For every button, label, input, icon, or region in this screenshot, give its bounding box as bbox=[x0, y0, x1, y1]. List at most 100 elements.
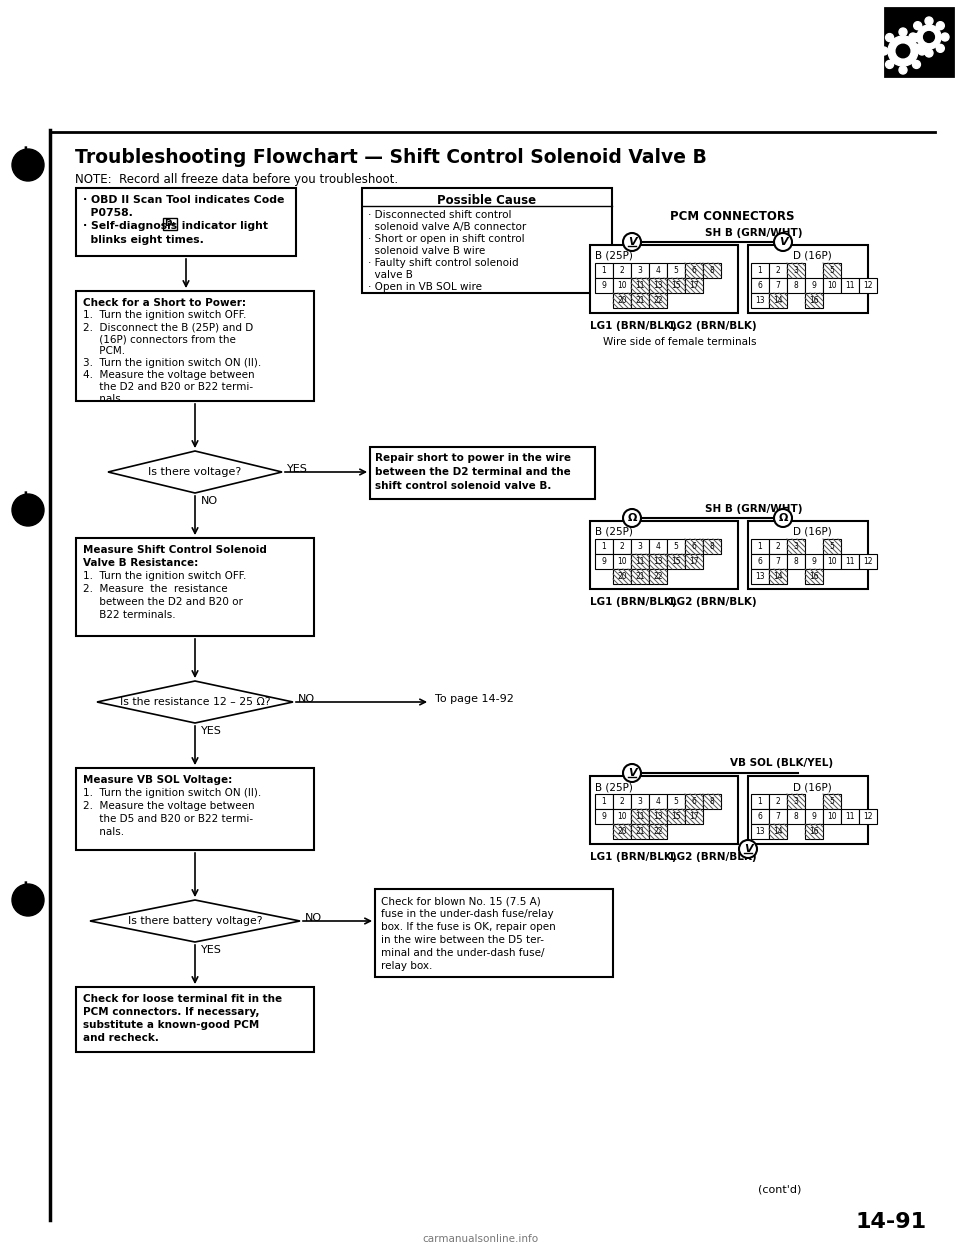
Text: NOTE:  Record all freeze data before you troubleshoot.: NOTE: Record all freeze data before you … bbox=[75, 173, 398, 186]
Bar bbox=[751, 794, 769, 809]
Text: 7: 7 bbox=[776, 281, 780, 289]
Bar bbox=[613, 539, 631, 554]
Bar bbox=[685, 539, 703, 554]
Text: Troubleshooting Flowchart — Shift Control Solenoid Valve B: Troubleshooting Flowchart — Shift Contro… bbox=[75, 148, 707, 166]
Bar bbox=[631, 809, 649, 823]
Text: 21: 21 bbox=[636, 827, 645, 836]
Circle shape bbox=[917, 25, 941, 48]
Circle shape bbox=[774, 509, 792, 527]
Bar bbox=[649, 293, 667, 308]
Circle shape bbox=[623, 509, 641, 527]
Text: 9: 9 bbox=[602, 812, 607, 821]
Text: and recheck.: and recheck. bbox=[83, 1033, 158, 1043]
Text: 1: 1 bbox=[757, 797, 762, 806]
Text: 2: 2 bbox=[776, 266, 780, 274]
Bar bbox=[787, 263, 805, 278]
Circle shape bbox=[941, 34, 949, 41]
Bar bbox=[769, 569, 787, 584]
Text: YES: YES bbox=[201, 727, 222, 737]
Text: NO: NO bbox=[201, 496, 218, 505]
Bar bbox=[703, 263, 721, 278]
Text: 10: 10 bbox=[617, 281, 627, 289]
Text: 9: 9 bbox=[811, 281, 816, 289]
Bar bbox=[76, 538, 314, 636]
Bar bbox=[649, 823, 667, 840]
Text: 9: 9 bbox=[602, 556, 607, 566]
Text: 2: 2 bbox=[619, 797, 624, 806]
Circle shape bbox=[899, 29, 907, 36]
Text: 9: 9 bbox=[811, 812, 816, 821]
Bar bbox=[841, 278, 859, 293]
Bar bbox=[362, 188, 612, 293]
Bar bbox=[595, 263, 613, 278]
Text: 11: 11 bbox=[845, 556, 854, 566]
Bar bbox=[631, 569, 649, 584]
Bar bbox=[613, 823, 631, 840]
Text: 9: 9 bbox=[602, 281, 607, 289]
Text: 10: 10 bbox=[828, 812, 837, 821]
Text: (16P) connectors from the: (16P) connectors from the bbox=[83, 334, 236, 344]
Text: V: V bbox=[628, 768, 636, 777]
Text: 11: 11 bbox=[845, 281, 854, 289]
Text: 14: 14 bbox=[773, 296, 782, 306]
Bar bbox=[769, 263, 787, 278]
Text: 16: 16 bbox=[809, 296, 819, 306]
Bar bbox=[751, 823, 769, 840]
Text: 2.  Measure  the  resistance: 2. Measure the resistance bbox=[83, 584, 228, 594]
Bar bbox=[748, 245, 868, 313]
Text: 22: 22 bbox=[653, 573, 662, 581]
Text: fuse in the under-dash fuse/relay: fuse in the under-dash fuse/relay bbox=[381, 909, 554, 919]
Text: 10: 10 bbox=[617, 556, 627, 566]
Bar bbox=[885, 7, 953, 76]
Text: 11: 11 bbox=[845, 812, 854, 821]
Circle shape bbox=[899, 66, 907, 75]
Text: NO: NO bbox=[305, 913, 323, 923]
Polygon shape bbox=[108, 451, 282, 493]
Bar bbox=[823, 809, 841, 823]
Text: 8: 8 bbox=[794, 812, 799, 821]
Bar bbox=[751, 809, 769, 823]
Bar bbox=[613, 278, 631, 293]
Bar bbox=[649, 539, 667, 554]
Text: 6: 6 bbox=[691, 542, 696, 551]
Bar bbox=[787, 539, 805, 554]
Bar bbox=[805, 809, 823, 823]
Text: D (16P): D (16P) bbox=[793, 251, 831, 261]
Circle shape bbox=[12, 149, 44, 181]
Circle shape bbox=[885, 34, 894, 41]
Bar bbox=[649, 794, 667, 809]
Text: 12: 12 bbox=[863, 281, 873, 289]
Text: B (25P): B (25P) bbox=[595, 251, 633, 261]
Bar bbox=[613, 569, 631, 584]
Text: minal and the under-dash fuse/: minal and the under-dash fuse/ bbox=[381, 948, 544, 958]
Bar bbox=[667, 554, 685, 569]
Circle shape bbox=[909, 34, 917, 41]
Text: 13: 13 bbox=[756, 827, 765, 836]
Text: P0758.: P0758. bbox=[83, 207, 132, 219]
Bar bbox=[751, 539, 769, 554]
Text: 3.  Turn the ignition switch ON (II).: 3. Turn the ignition switch ON (II). bbox=[83, 358, 261, 368]
Bar bbox=[769, 554, 787, 569]
Text: V: V bbox=[779, 237, 787, 247]
Text: To page 14-92: To page 14-92 bbox=[435, 694, 514, 704]
Text: the D5 and B20 or B22 termi-: the D5 and B20 or B22 termi- bbox=[83, 814, 253, 823]
Text: 5: 5 bbox=[674, 797, 679, 806]
Bar bbox=[859, 554, 877, 569]
Bar bbox=[76, 987, 314, 1052]
Bar bbox=[787, 554, 805, 569]
Text: 7: 7 bbox=[776, 812, 780, 821]
Text: Possible Cause: Possible Cause bbox=[438, 194, 537, 207]
Text: · OBD II Scan Tool indicates Code: · OBD II Scan Tool indicates Code bbox=[83, 195, 284, 205]
Text: 13: 13 bbox=[653, 812, 662, 821]
Bar bbox=[841, 554, 859, 569]
Bar bbox=[787, 278, 805, 293]
Bar bbox=[595, 809, 613, 823]
Text: 3: 3 bbox=[637, 266, 642, 274]
Bar bbox=[631, 539, 649, 554]
Bar bbox=[631, 263, 649, 278]
Text: Repair short to power in the wire: Repair short to power in the wire bbox=[375, 453, 571, 463]
Bar bbox=[823, 794, 841, 809]
Bar bbox=[613, 554, 631, 569]
Text: 22: 22 bbox=[653, 296, 662, 306]
Bar bbox=[667, 794, 685, 809]
